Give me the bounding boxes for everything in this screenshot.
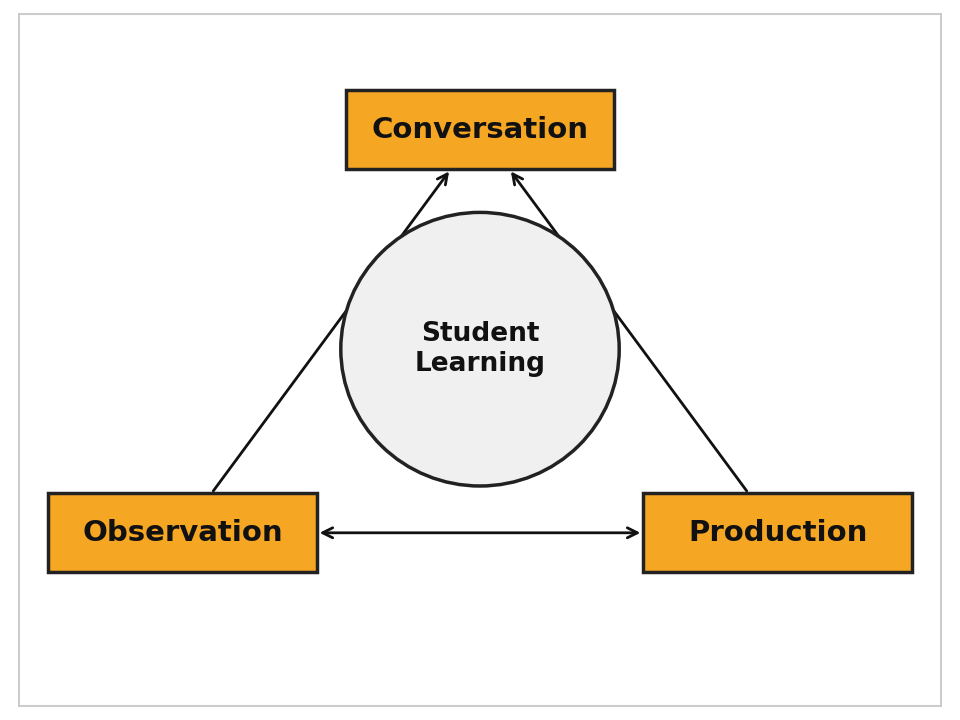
Text: Student
Learning: Student Learning	[415, 321, 545, 377]
Text: Conversation: Conversation	[372, 116, 588, 143]
Text: Production: Production	[688, 519, 867, 546]
FancyBboxPatch shape	[48, 493, 317, 572]
Ellipse shape	[341, 212, 619, 486]
Text: Observation: Observation	[83, 519, 282, 546]
FancyBboxPatch shape	[643, 493, 912, 572]
FancyBboxPatch shape	[346, 90, 614, 169]
